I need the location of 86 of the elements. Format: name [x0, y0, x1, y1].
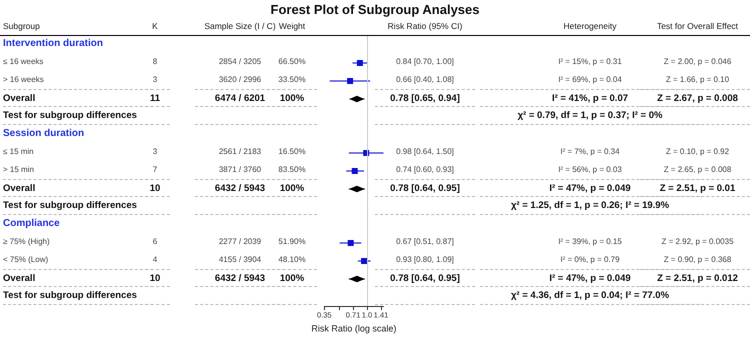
text: Risk Ratio (95% CI): [386, 20, 464, 33]
category-label: I² = 56%, p = 0.03: [558, 165, 622, 174]
text: K: [151, 20, 159, 33]
category-label: ≥ 75% (High): [3, 236, 51, 248]
category-label: 4155 / 3904: [218, 255, 262, 264]
chart-title: Forest Plot of Subgroup Analyses: [270, 2, 480, 17]
category-label: < 75% (Low): [3, 254, 50, 266]
category-label: 66.50%: [277, 56, 307, 68]
category-label: 10: [140, 179, 170, 197]
category-label: 3: [152, 74, 158, 86]
category-label: 0.84 [0.70, 1.00]: [395, 56, 455, 68]
category-label: I² = 41%, p = 0.07: [552, 93, 628, 104]
category-label: 0.93 [0.80, 1.09]: [395, 254, 455, 266]
category-label: Overall: [3, 93, 36, 104]
category-label: I² = 69%, p = 0.04: [558, 75, 622, 84]
category-label: χ² = 4.36, df = 1, p = 0.04; I² = 77.0%: [480, 287, 700, 305]
category-label: 3871 / 3760: [218, 165, 262, 174]
category-label: 4: [152, 254, 158, 266]
text: Subgroup: [3, 20, 41, 33]
category-label: Session duration: [3, 127, 86, 141]
category-label: I² = 47%, p = 0.049: [549, 273, 631, 284]
category-label: 0.78 [0.64, 0.95]: [375, 269, 475, 287]
category-label: 0.98 [0.64, 1.50]: [395, 146, 455, 158]
category-label: Z = 2.67, p = 0.008: [640, 89, 750, 107]
category-label: Z = 2.65, p = 0.008: [662, 164, 732, 176]
category-label: 0.78 [0.65, 0.94]: [375, 89, 475, 107]
category-label: Overall: [3, 273, 36, 284]
point: [356, 60, 363, 66]
category-label: I² = 15%, p = 0.31: [558, 57, 622, 66]
category-label: Overall: [3, 183, 36, 194]
category-label: 0.78 [0.64, 0.95]: [375, 179, 475, 197]
category-label: > 15 min: [3, 164, 35, 176]
category-label: 83.50%: [277, 164, 307, 176]
category-label: 0.66 [0.40, 1.08]: [395, 74, 455, 86]
category-label: 6474 / 6201: [214, 93, 266, 104]
category-label: Test for subgroup differences: [3, 107, 153, 125]
category-label: 100%: [267, 89, 317, 107]
category-label: 51.90%: [277, 236, 307, 248]
category-label: 3: [152, 146, 158, 158]
category-label: Z = 0.90, p = 0.368: [662, 254, 732, 266]
category-label: 6432 / 5943: [214, 183, 266, 194]
category-label: I² = 0%, p = 0.79: [560, 255, 620, 264]
category-label: > 16 weeks: [3, 74, 45, 86]
category-label: Z = 2.00, p = 0.046: [662, 56, 732, 68]
category-label: 11: [140, 89, 170, 107]
category-label: Test for subgroup differences: [3, 197, 153, 215]
category-label: ≤ 16 weeks: [3, 56, 44, 68]
text: Test for Overall Effect: [656, 20, 740, 33]
category-label: 100%: [267, 179, 317, 197]
category-label: Intervention duration: [3, 37, 104, 51]
category-label: Test for subgroup differences: [3, 287, 153, 305]
category-label: 6: [152, 236, 158, 248]
category-label: Z = 0.10, p = 0.92: [664, 146, 730, 158]
point: [348, 240, 354, 246]
category-label: I² = 47%, p = 0.049: [549, 183, 631, 194]
point: [361, 258, 368, 264]
category-label: Z = 2.51, p = 0.012: [640, 269, 750, 287]
category-label: 0.67 [0.51, 0.87]: [395, 236, 455, 248]
point: [347, 78, 354, 84]
category-label: 8: [152, 56, 158, 68]
category-label: χ² = 1.25, df = 1, p = 0.26; I² = 19.9%: [480, 197, 700, 215]
text: Weight: [278, 21, 306, 31]
category-label: 7: [152, 164, 158, 176]
category-label: 2854 / 3205: [218, 57, 262, 66]
category-label: 10: [140, 269, 170, 287]
category-label: Z = 2.51, p = 0.01: [640, 179, 750, 197]
category-label: 48.10%: [277, 254, 307, 266]
category-label: Compliance: [3, 217, 61, 231]
category-label: 3620 / 2996: [218, 75, 262, 84]
text: Sample Size (I / C): [204, 21, 276, 31]
category-label: 33.50%: [277, 74, 307, 86]
point: [352, 168, 358, 174]
category-label: Z = 1.66, p = 0.10: [664, 74, 730, 86]
category-label: 16.50%: [277, 146, 307, 158]
category-label: I² = 39%, p = 0.15: [558, 237, 622, 246]
text: Heterogeneity: [564, 21, 616, 31]
category-label: I² = 7%, p = 0.34: [560, 147, 620, 156]
x-axis-title: Risk Ratio (log scale): [311, 323, 396, 334]
category-label: χ² = 0.79, df = 1, p = 0.37; I² = 0%: [480, 107, 700, 125]
category-label: 100%: [267, 269, 317, 287]
category-label: 2561 / 2183: [218, 147, 262, 156]
category-label: 2277 / 2039: [218, 237, 262, 246]
category-label: Z = 2.92, p = 0.0035: [660, 236, 735, 248]
category-label: 0.74 [0.60, 0.93]: [395, 164, 455, 176]
category-label: ≤ 15 min: [3, 146, 35, 158]
category-label: 6432 / 5943: [214, 273, 266, 284]
